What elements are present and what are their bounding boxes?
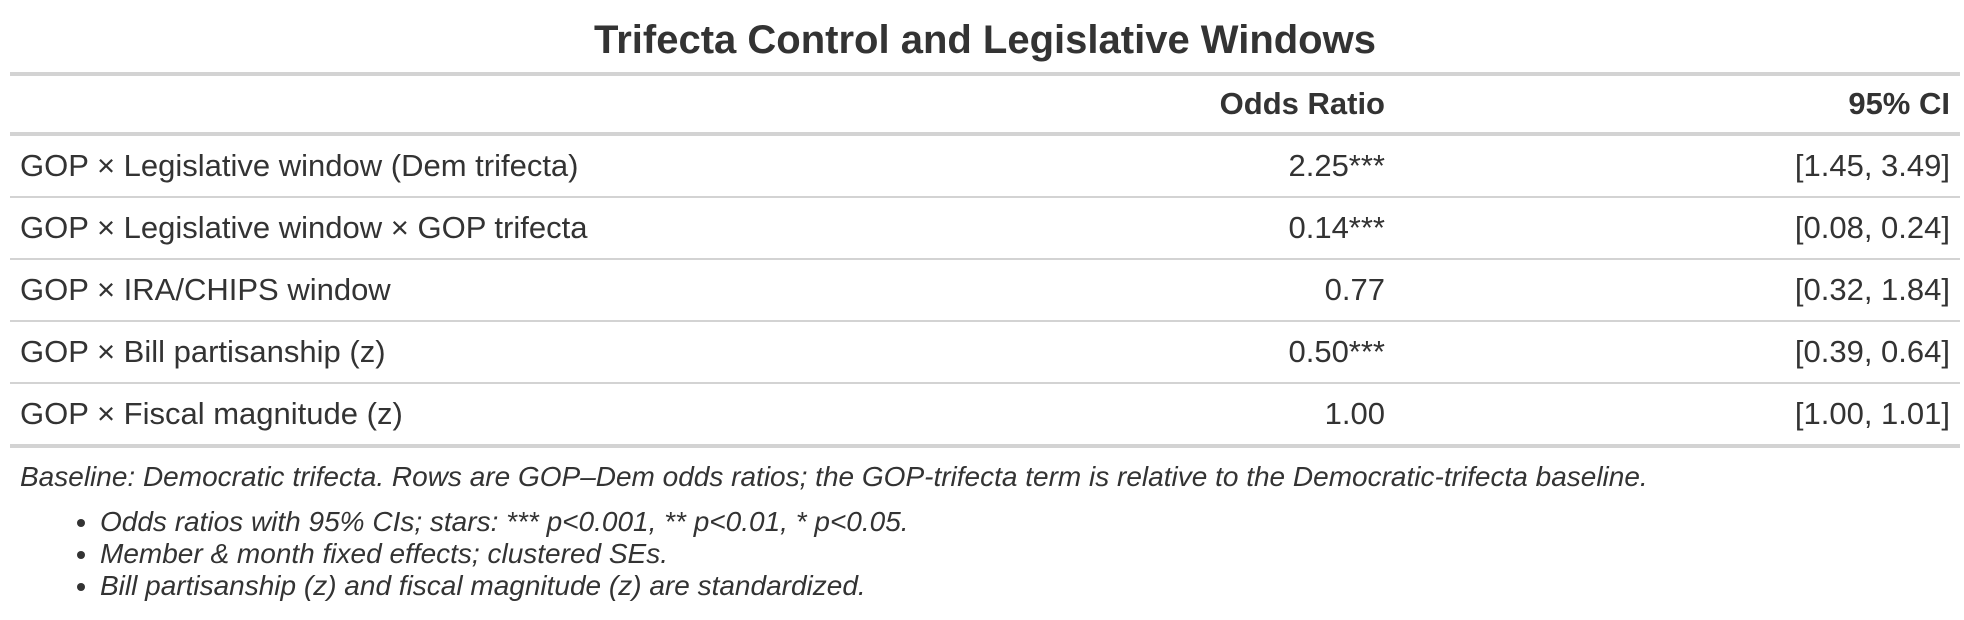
table-header: Odds Ratio 95% CI	[10, 74, 1960, 134]
row-ci: [0.08, 0.24]	[1794, 210, 1950, 245]
row-odds-ratio: 2.25***	[1288, 148, 1385, 183]
header-row: Odds Ratio 95% CI	[10, 74, 1960, 134]
table-body: GOP × Legislative window (Dem trifecta) …	[10, 134, 1960, 446]
row-ci: [1.45, 3.49]	[1794, 148, 1950, 183]
row-ci: [0.32, 1.84]	[1794, 272, 1950, 307]
header-ci: 95% CI	[1848, 86, 1950, 121]
footnote-item: Odds ratios with 95% CIs; stars: *** p<0…	[100, 506, 1960, 538]
row-term: GOP × Legislative window × GOP trifecta	[20, 210, 588, 245]
row-term: GOP × Fiscal magnitude (z)	[20, 396, 403, 431]
row-odds-ratio: 0.77	[1324, 272, 1385, 307]
source-note: Baseline: Democratic trifecta. Rows are …	[20, 461, 1648, 492]
row-odds-ratio: 0.14***	[1288, 210, 1385, 245]
table-footer: Baseline: Democratic trifecta. Rows are …	[10, 448, 1960, 602]
table-row: GOP × Legislative window × GOP trifecta …	[10, 197, 1960, 259]
row-term: GOP × Legislative window (Dem trifecta)	[20, 148, 579, 183]
row-ci: [1.00, 1.01]	[1794, 396, 1950, 431]
header-stub	[10, 74, 1160, 134]
table-row: GOP × Fiscal magnitude (z) 1.00 [1.00, 1…	[10, 383, 1960, 446]
regression-table-container: Trifecta Control and Legislative Windows…	[10, 0, 1960, 602]
table-title: Trifecta Control and Legislative Windows	[594, 18, 1376, 62]
row-term: GOP × Bill partisanship (z)	[20, 334, 386, 369]
row-odds-ratio: 1.00	[1324, 396, 1385, 431]
footnote-item: Bill partisanship (z) and fiscal magnitu…	[100, 570, 1960, 602]
table-row: GOP × Legislative window (Dem trifecta) …	[10, 134, 1960, 197]
header-odds-ratio: Odds Ratio	[1219, 86, 1385, 121]
row-ci: [0.39, 0.64]	[1794, 334, 1950, 369]
table-row: GOP × IRA/CHIPS window 0.77 [0.32, 1.84]	[10, 259, 1960, 321]
table-row: GOP × Bill partisanship (z) 0.50*** [0.3…	[10, 321, 1960, 383]
footnote-list: Odds ratios with 95% CIs; stars: *** p<0…	[10, 506, 1960, 602]
footnote-item: Member & month fixed effects; clustered …	[100, 538, 1960, 570]
row-odds-ratio: 0.50***	[1288, 334, 1385, 369]
results-table: Odds Ratio 95% CI GOP × Legislative wind…	[10, 72, 1960, 448]
row-term: GOP × IRA/CHIPS window	[20, 272, 391, 307]
